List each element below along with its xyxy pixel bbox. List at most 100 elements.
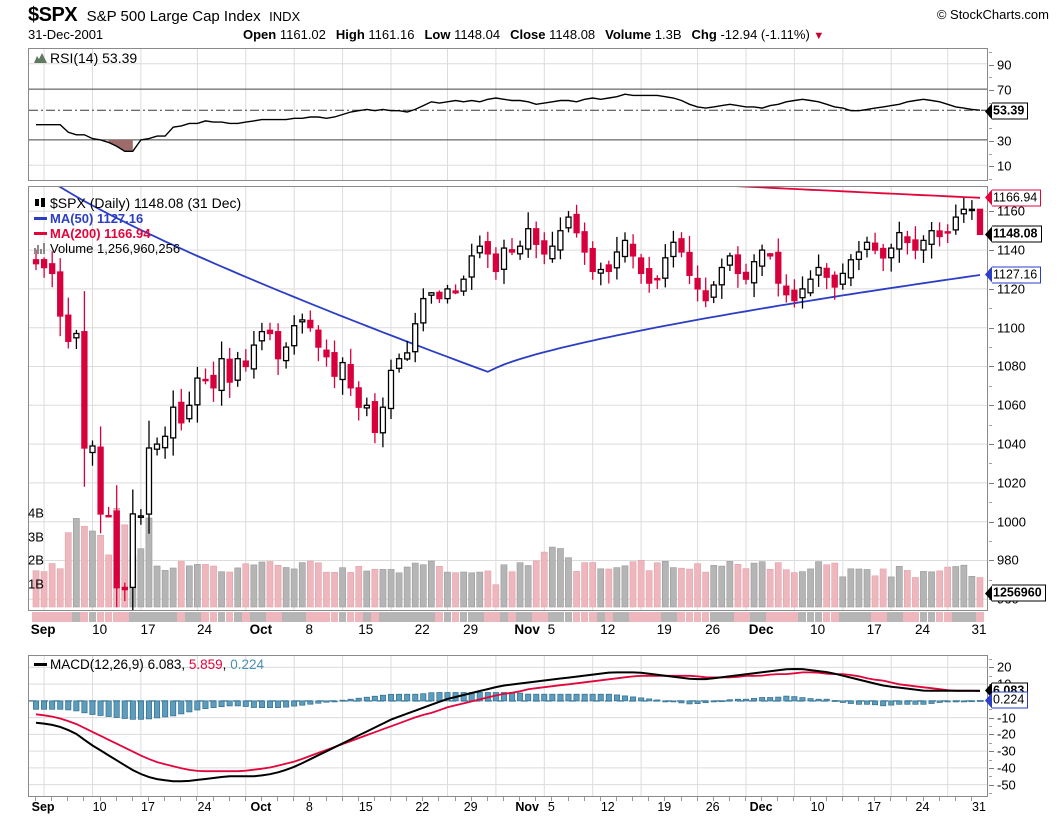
volume-strip-cell: [233, 612, 242, 622]
axis-tick: [989, 717, 994, 719]
volume-strip-cell: [120, 612, 129, 622]
volume-strip-cell: [483, 612, 492, 622]
macd-date-tick: [115, 797, 117, 801]
macd-date-tick: [680, 797, 682, 801]
callout-pointer-icon: [985, 103, 992, 120]
volume-strip-cell: [685, 612, 694, 622]
callout-pointer-icon: [985, 226, 992, 243]
quote-summary-line: 31-Dec-2001 Open 1161.02 High 1161.16 Low 1…: [28, 27, 1038, 42]
macd-date-tick: [954, 797, 956, 801]
volume-strip-cell: [257, 612, 266, 622]
volume-tick-1B: 1B: [28, 576, 44, 591]
volume-strip-cell: [669, 612, 678, 622]
macd-date-tick: [906, 797, 908, 801]
volume-strip-cell: [56, 612, 65, 622]
volume-strip-cell: [612, 612, 621, 622]
macd-date-label: Nov: [515, 800, 539, 814]
axis-tick: [989, 140, 994, 142]
macd-date-ticks: [28, 797, 988, 801]
axis-tick: [989, 482, 994, 484]
callout-pointer-icon: [985, 682, 992, 699]
volume-strip-cell: [387, 612, 395, 622]
volume-strip-cell: [863, 612, 871, 622]
macd-legend-name: MACD(12,26,9): [50, 657, 144, 672]
macd-date-tick: [99, 797, 101, 801]
rsi-tick-10: 10: [997, 158, 1012, 174]
volume-bars-icon: [34, 243, 47, 254]
rsi-indicator-icon: [34, 52, 47, 63]
macd-date-tick: [535, 797, 537, 801]
volume-strip-cell: [32, 612, 40, 622]
volume-strip-cell: [604, 612, 613, 622]
macd-date-label: 24: [197, 800, 212, 814]
volume-strip-cell: [919, 612, 928, 622]
volume-strip-cell: [370, 612, 379, 622]
macd-date-tick: [422, 797, 424, 801]
volume-strip-cell: [838, 612, 847, 622]
volume-strip-cell: [96, 612, 105, 622]
price-tick-980: 980: [997, 552, 1019, 568]
volume-strip-cell: [887, 612, 896, 622]
ma50-callout: 1127.16: [985, 266, 1042, 284]
macd-date-tick: [164, 797, 166, 801]
macd-date-axis: Sep 10 17 24 Oct 8 15 22 29 Nov 5 12 19 26 Dec 10 17 24 31: [28, 797, 988, 819]
macd-date-tick: [325, 797, 327, 801]
axis-tick: [989, 776, 992, 778]
macd-date-label: 10: [810, 800, 825, 814]
volume-strip-cell: [580, 612, 589, 622]
volume-strip-cell: [564, 612, 573, 622]
volume-strip-cell: [330, 612, 339, 622]
volume-strip-cell: [451, 612, 460, 622]
price-date-label: 17: [140, 622, 156, 637]
callout-value: 1148.08: [992, 225, 1042, 243]
macd-date-label: 19: [657, 800, 672, 814]
callout-pointer-icon: [985, 189, 992, 206]
price-date-label: 24: [914, 622, 931, 637]
volume-strip-cell: [185, 612, 194, 622]
macd-date-tick: [83, 797, 85, 801]
axis-tick: [989, 153, 992, 155]
macd-date-label: 8: [305, 800, 313, 814]
quote-value-chg: -12.94 (-1.11%): [720, 27, 810, 42]
quote-date: 31-Dec-2001: [28, 27, 104, 42]
macd-date-tick: [970, 797, 972, 801]
volume-strip-cell: [806, 612, 815, 622]
macd-date-tick: [51, 797, 53, 801]
macd-date-label: 29: [463, 800, 478, 814]
volume-strip-cell: [153, 612, 161, 622]
volume-strip-cell: [911, 612, 920, 622]
volume-tick-2B: 2B: [28, 552, 44, 568]
volume-callout: 1256960: [985, 584, 1046, 602]
ticker-symbol: $SPX: [28, 4, 78, 26]
macd-date-tick: [712, 797, 714, 801]
volume-strip-cell: [322, 612, 331, 622]
volume-strip-cell: [733, 612, 742, 622]
macd-tick-neg20: -20: [997, 726, 1016, 742]
quote-value-close: 1148.08: [549, 27, 596, 42]
volume-strip-cell: [758, 612, 766, 622]
volume-strip-cell: [846, 612, 855, 622]
macd-date-tick: [615, 797, 617, 801]
quote-key-volume: Volume: [605, 27, 652, 42]
volume-strip-cell: [677, 612, 686, 622]
macd-date-label: 24: [915, 800, 930, 814]
volume-strip-cell: [790, 612, 799, 622]
rsi-tick-70: 70: [997, 82, 1012, 98]
volume-strip-cell: [653, 612, 662, 622]
macd-date-tick: [567, 797, 569, 801]
volume-strip-cell: [774, 612, 783, 622]
volume-strip-cell: [508, 612, 516, 622]
volume-strip-cell: [548, 612, 557, 622]
macd-date-tick: [228, 797, 230, 801]
volume-strip-cell: [209, 612, 218, 622]
volume-strip-cell: [572, 612, 581, 622]
volume-strip-cell: [411, 612, 420, 622]
quote-value-volume: 1.3B: [654, 27, 682, 42]
ma50-swatch-icon: [34, 217, 47, 220]
macd-date-tick: [148, 797, 149, 801]
callout-value: 0.224: [992, 691, 1029, 709]
volume-legend-label: Volume 1,256,960,256: [50, 241, 181, 256]
axis-tick: [989, 541, 992, 543]
